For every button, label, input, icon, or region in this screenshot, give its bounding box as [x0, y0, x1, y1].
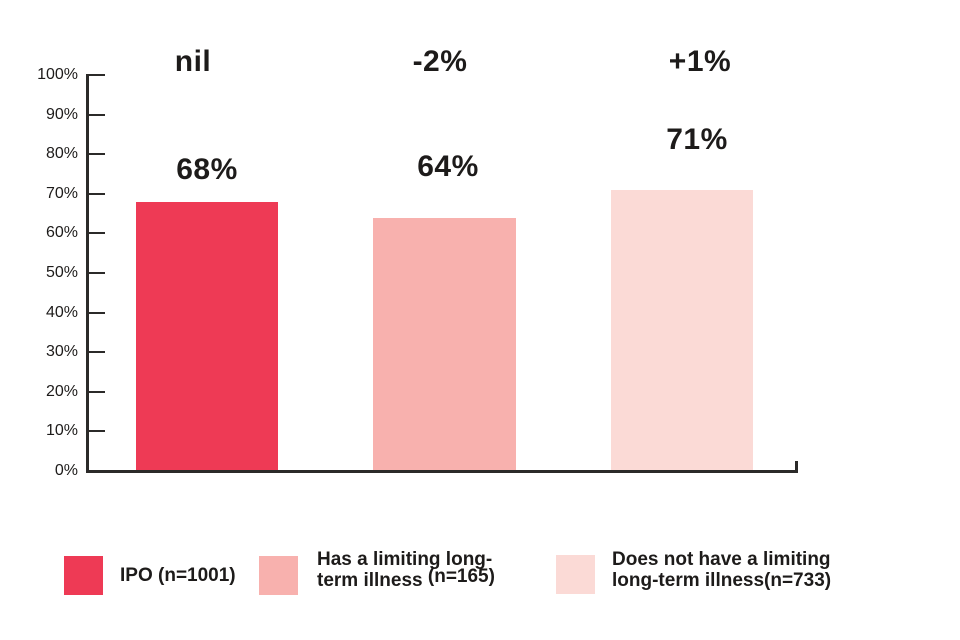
x-axis-end-tick	[795, 461, 798, 471]
value-label-1: 68%	[176, 153, 238, 186]
legend-swatch	[556, 555, 595, 594]
value-label-2: 64%	[417, 150, 479, 183]
legend-label-line1: Does not have a limiting	[612, 549, 831, 570]
y-axis-tick	[89, 351, 105, 354]
legend-label-line2: long-term illness(n=733)	[612, 570, 832, 591]
x-axis-line	[86, 470, 798, 473]
y-axis-line	[86, 74, 89, 473]
legend-label-line2: term illness	[317, 570, 428, 591]
y-axis-tick-label: 80%	[45, 145, 78, 163]
legend-swatch	[64, 556, 103, 595]
y-axis-tick	[89, 311, 105, 314]
bar	[611, 190, 753, 471]
y-axis-tick-label: 0%	[54, 462, 78, 479]
y-axis-tick-label: 70%	[45, 184, 78, 202]
y-axis-tick-label: 60%	[45, 224, 78, 242]
y-axis-tick-label: 10%	[45, 422, 78, 440]
y-axis-tick	[89, 272, 105, 274]
y-axis-tick	[89, 74, 105, 76]
legend-swatch	[259, 556, 298, 595]
y-axis-tick	[89, 390, 105, 393]
y-axis-tick-label: 20%	[45, 382, 78, 400]
bar	[136, 202, 278, 471]
legend-label-limiting-illness: Has a limiting long- term illness (n=165…	[317, 549, 495, 591]
y-axis-tick-label: 100%	[37, 66, 78, 83]
y-axis-tick	[89, 192, 105, 195]
legend-label-no-limiting-illness: Does not have a limiting long-term illne…	[612, 549, 831, 591]
y-axis-tick	[89, 153, 105, 156]
y-axis-tick-label: 50%	[45, 264, 78, 281]
y-axis-tick	[89, 430, 105, 433]
change-label-1: nil	[174, 45, 212, 78]
y-axis-tick	[89, 113, 105, 116]
y-axis-tick-label: 90%	[45, 105, 78, 123]
change-label-2: -2%	[412, 45, 468, 78]
value-label-3: 71%	[666, 123, 728, 156]
legend-label-text: IPO (n=1001)	[120, 565, 236, 586]
legend-label-line1: Has a limiting long-	[317, 549, 493, 570]
legend-label-n-value: (n=165)	[427, 566, 495, 587]
y-axis-tick-label: 30%	[45, 343, 78, 361]
legend-label-ipo: IPO (n=1001)	[120, 556, 236, 595]
change-label-3: +1%	[668, 45, 732, 78]
bar	[373, 218, 516, 471]
y-axis-tick	[89, 232, 105, 235]
y-axis-tick-label: 40%	[45, 303, 78, 321]
